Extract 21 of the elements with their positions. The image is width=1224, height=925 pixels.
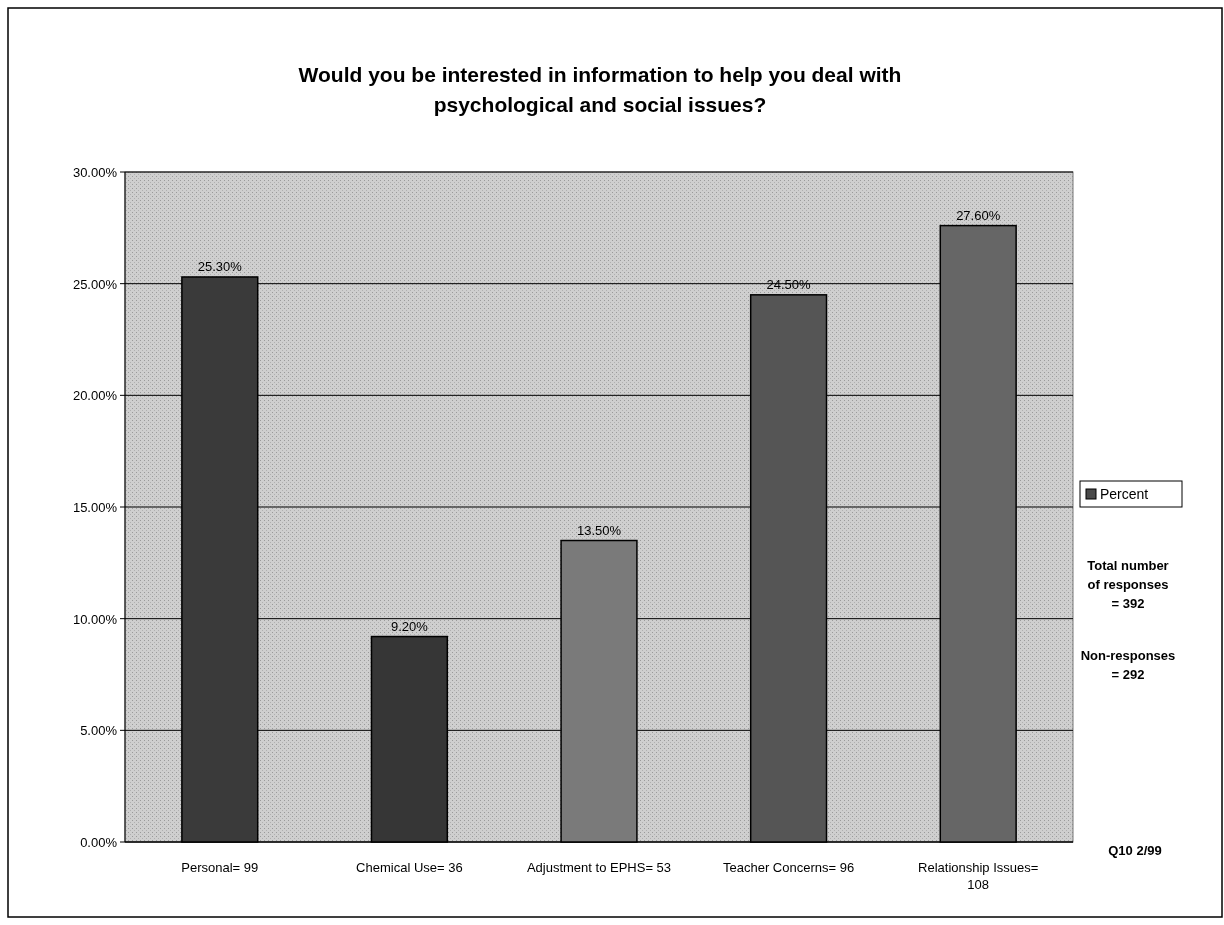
text: Q10 2/99 (1108, 843, 1162, 858)
data-label: 9.20% (390, 618, 429, 634)
chart-title: Would you be interested in information to help you deal with psychological and social issues? (298, 63, 902, 116)
y-tick-label: 10.00% (72, 611, 118, 627)
y-tick-label: 15.00% (72, 500, 118, 515)
x-tick-label: Relationship Issues= 108 (918, 860, 1039, 892)
x-tick-label: Personal= 99 (181, 860, 259, 875)
y-tick-label: 20.00% (72, 388, 118, 404)
data-label: 27.60% (956, 207, 1001, 223)
y-tick-label: 25.00% (72, 276, 118, 292)
y-tick-label: 5.00% (80, 723, 118, 739)
x-tick-label: Teacher Concerns= 96 (723, 860, 855, 875)
x-tick-label: Chemical Use= 36 (356, 860, 463, 875)
text: Non-responses = 292 (1080, 648, 1176, 682)
y-tick-label: 0.00% (80, 835, 118, 850)
legend-label: Percent (1100, 486, 1149, 502)
text: Total number of responses = 392 (1087, 558, 1169, 611)
data-label: 13.50% (576, 522, 622, 538)
data-label: 25.30% (197, 258, 243, 274)
y-tick-label: 30.00% (72, 165, 118, 180)
x-tick-label: Adjustment to EPHS= 53 (526, 860, 672, 875)
